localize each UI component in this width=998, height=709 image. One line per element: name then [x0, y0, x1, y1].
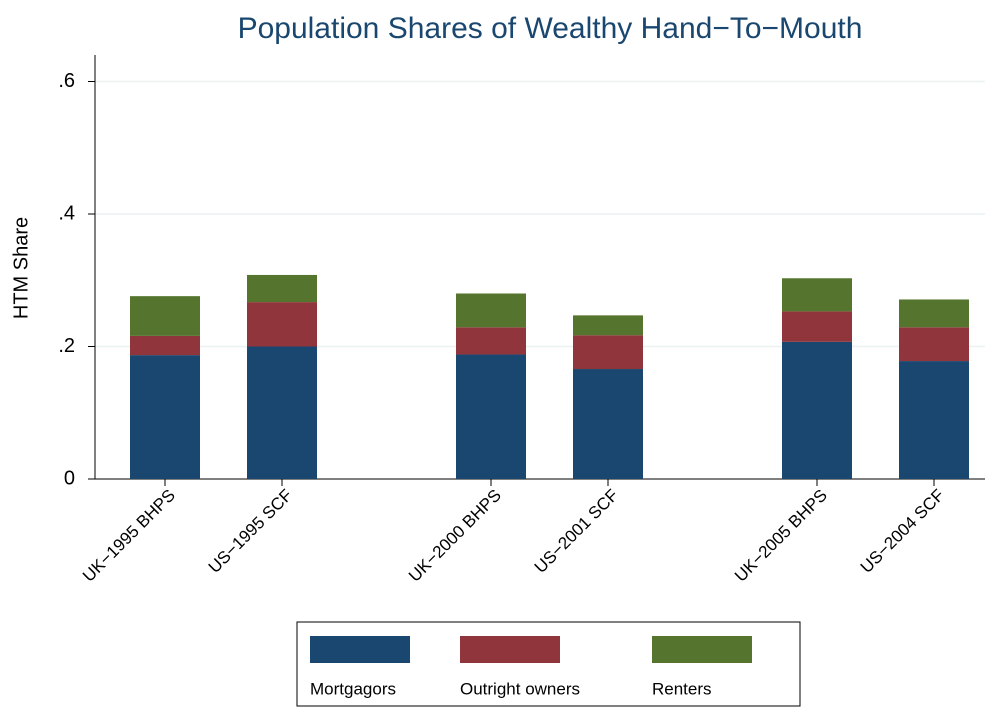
x-tick-label: UK−2005 BHPS [731, 486, 831, 586]
y-axis-label: HTM Share [10, 217, 32, 319]
legend-label: Renters [652, 679, 712, 698]
bar-segment [456, 327, 526, 355]
bar-segment [899, 327, 969, 362]
bar-segment [782, 311, 852, 342]
bar-segment [899, 299, 969, 328]
bar-segment [456, 293, 526, 328]
x-tick-label: US−2004 SCF [857, 486, 948, 577]
bar-segment [130, 296, 200, 336]
bar-segment [456, 354, 526, 479]
chart-title: Population Shares of Wealthy Hand−To−Mou… [238, 12, 863, 45]
bar-segment [573, 335, 643, 370]
x-tick-label: US−2001 SCF [531, 486, 622, 577]
y-tick-label: 0 [64, 467, 75, 489]
bar-segment [130, 335, 200, 356]
bar-segment [247, 302, 317, 347]
bar-segment [573, 369, 643, 479]
bar-segment [782, 278, 852, 312]
bar-segment [899, 361, 969, 479]
y-tick-label: .4 [58, 202, 75, 224]
legend-swatch [652, 636, 752, 663]
x-tick-label: UK−2000 BHPS [405, 486, 505, 586]
legend-label: Mortgagors [310, 679, 396, 698]
bar-segment [573, 315, 643, 336]
bar-segment [247, 274, 317, 303]
bar-segment [130, 355, 200, 479]
x-tick-label: US−1995 SCF [205, 486, 296, 577]
bar-segment [782, 341, 852, 479]
y-tick-label: .6 [58, 70, 75, 92]
x-tick-label: UK−1995 BHPS [79, 486, 179, 586]
legend-box [296, 621, 801, 707]
legend-label: Outright owners [460, 679, 580, 698]
legend-swatch [460, 636, 560, 663]
legend-swatch [310, 636, 410, 663]
bar-segment [247, 346, 317, 479]
y-tick-label: .2 [58, 335, 75, 357]
